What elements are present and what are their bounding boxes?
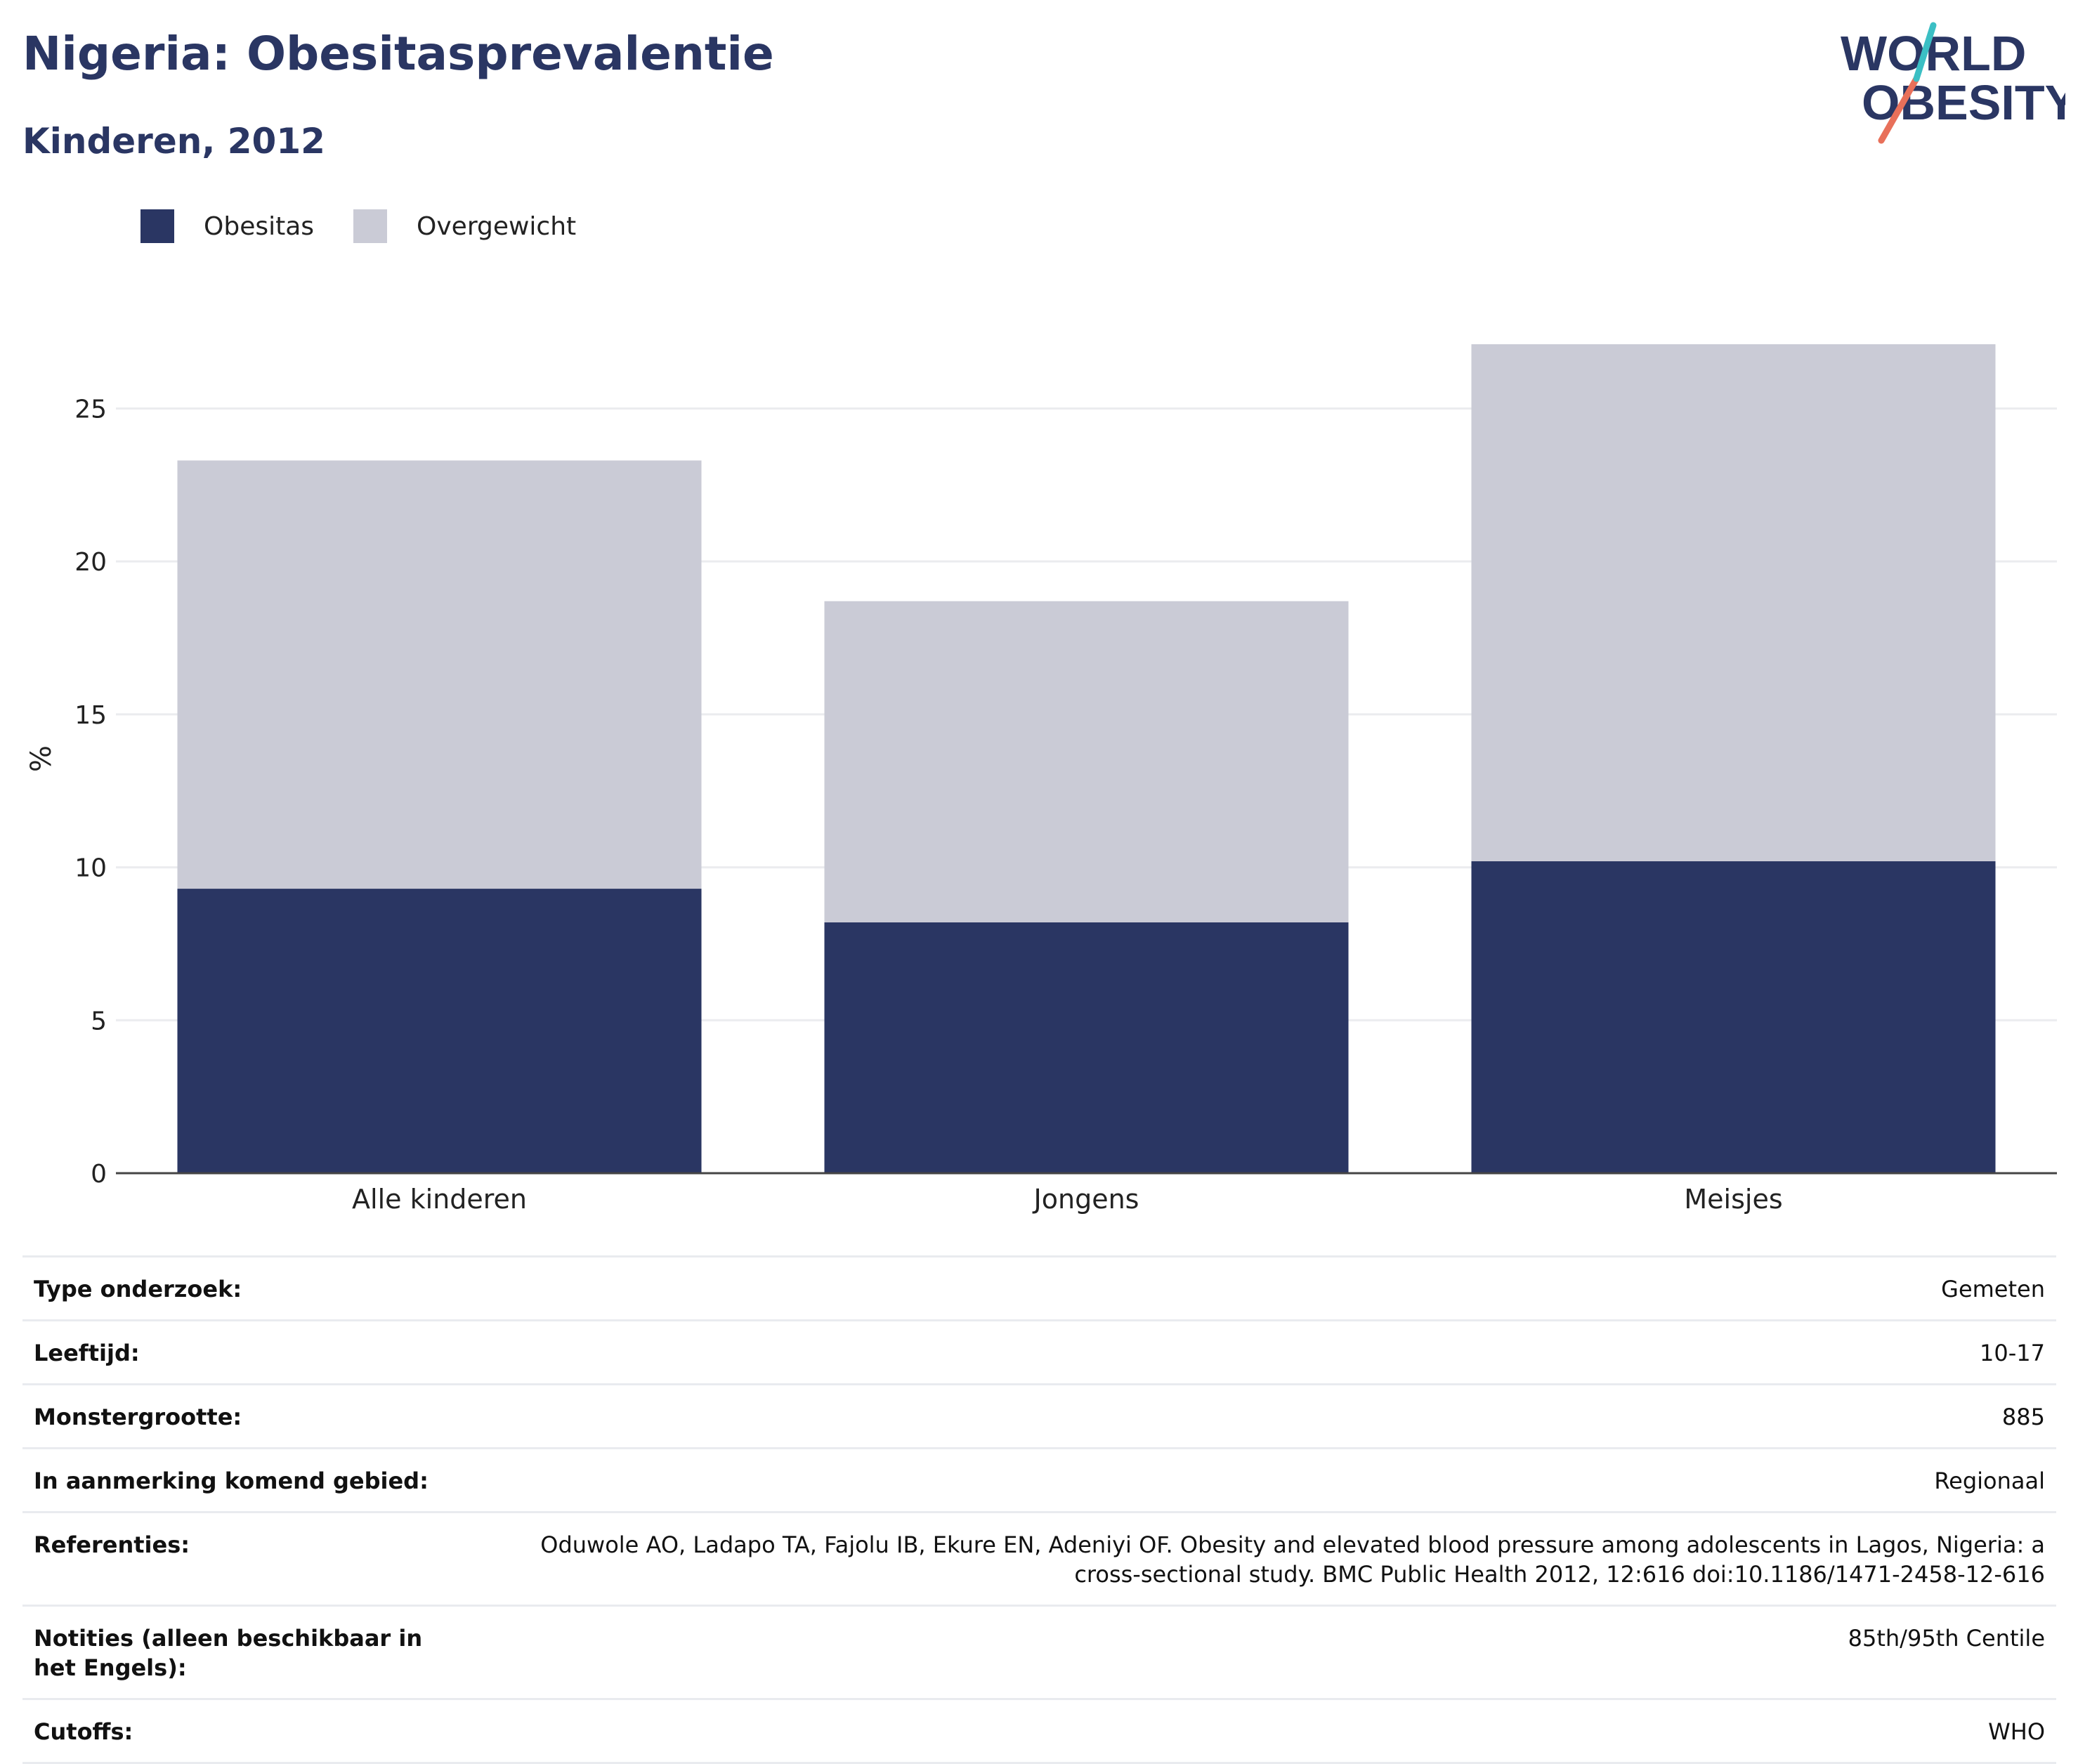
- info-row-label: Type onderzoek:: [34, 1276, 242, 1302]
- legend-item-overgewicht[interactable]: Overgewicht: [353, 209, 576, 243]
- y-tick-label: 5: [91, 1007, 107, 1035]
- x-tick-label: Jongens: [1033, 1184, 1139, 1215]
- info-row-value: 10-17: [1980, 1340, 2045, 1366]
- info-row: Monstergrootte: 885: [22, 1383, 2056, 1447]
- chart-title: Nigeria: Obesitasprevalentie: [22, 27, 774, 81]
- x-tick-label: Meisjes: [1684, 1184, 1782, 1215]
- bar-overgewicht-1: [824, 601, 1349, 922]
- y-tick-label: 25: [74, 395, 107, 424]
- bar-chart: 0 5 10 15 20 25% Alle kinderen Jongens Meisjes: [25, 344, 2057, 1215]
- y-tick-label: 20: [74, 548, 107, 577]
- bar-obesitas-1: [824, 922, 1349, 1173]
- info-row-label: Notities (alleen beschikbaar in het Enge…: [34, 1625, 423, 1681]
- info-row-value: 885: [2001, 1404, 2045, 1430]
- bar-overgewicht-0: [177, 460, 702, 889]
- info-row: Cutoffs: WHO: [22, 1698, 2056, 1764]
- legend-swatch-overgewicht: [353, 209, 388, 243]
- info-row: Type onderzoek: Gemeten: [22, 1255, 2056, 1319]
- x-tick-label: Alle kinderen: [352, 1184, 527, 1215]
- info-row-value: 85th/95th Centile: [1848, 1625, 2045, 1652]
- info-row: Referenties: Oduwole AO, Ladapo TA, Fajol…: [22, 1511, 2056, 1605]
- y-tick-label: 10: [74, 854, 107, 883]
- bar-obesitas-2: [1471, 861, 1996, 1173]
- y-axis-label: %: [25, 745, 58, 772]
- info-row-label: Cutoffs:: [34, 1718, 133, 1745]
- info-row-label: In aanmerking komend gebied:: [34, 1468, 429, 1494]
- legend-label-overgewicht: Overgewicht: [417, 211, 577, 241]
- world-obesity-logo: WORLD OBESITY: [1841, 22, 2065, 144]
- bar-overgewicht-2: [1471, 344, 1996, 861]
- y-tick-label: 0: [91, 1160, 107, 1189]
- info-row-value: Regionaal: [1934, 1468, 2045, 1494]
- study-info-table: Type onderzoek: Gemeten Leeftijd: 10-17 Mons…: [22, 1255, 2056, 1764]
- info-row: Leeftijd: 10-17: [22, 1319, 2056, 1383]
- legend-item-obesitas[interactable]: Obesitas: [141, 209, 314, 243]
- info-row-value: Gemeten: [1941, 1276, 2045, 1302]
- chart-subtitle: Kinderen, 2012: [22, 121, 325, 162]
- info-row-label: Monstergrootte:: [34, 1404, 242, 1430]
- legend-swatch-obesitas: [141, 209, 174, 243]
- info-row: In aanmerking komend gebied: Regionaal: [22, 1447, 2056, 1511]
- y-tick-label: 15: [74, 701, 107, 730]
- chart-legend: Obesitas Overgewicht: [141, 209, 615, 243]
- info-row-value: Oduwole AO, Ladapo TA, Fajolu IB, Ekure …: [540, 1531, 2045, 1588]
- legend-label-obesitas: Obesitas: [204, 211, 315, 241]
- info-row: Notities (alleen beschikbaar in het Enge…: [22, 1605, 2056, 1698]
- info-row-value: WHO: [1988, 1718, 2045, 1745]
- info-row-label: Leeftijd:: [34, 1340, 140, 1366]
- info-row-label: Referenties:: [34, 1531, 190, 1558]
- bar-obesitas-0: [177, 889, 702, 1173]
